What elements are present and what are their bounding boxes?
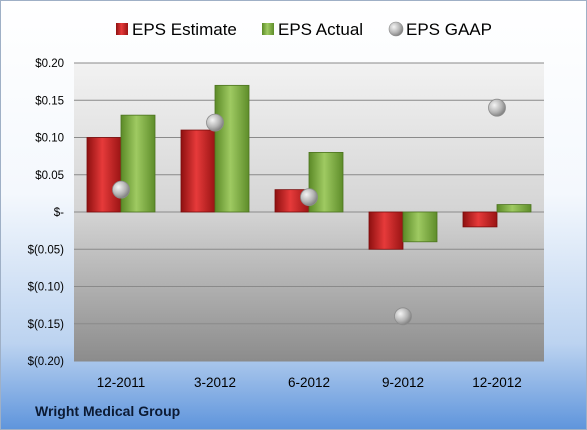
x-category-label: 12-2011: [97, 375, 146, 390]
actual-bar: [214, 84, 250, 213]
actual-bar: [120, 114, 156, 213]
gaap-points: [112, 98, 506, 326]
x-category-label: 9-2012: [382, 375, 424, 390]
company-label: Wright Medical Group: [35, 403, 181, 419]
gaap-point: [488, 98, 506, 117]
y-tick-label: $-: [54, 207, 64, 219]
gaap-point: [112, 180, 130, 199]
x-category-label: 3-2012: [194, 375, 236, 390]
y-tick-label: $(0.20): [28, 356, 65, 368]
actual-bar: [402, 211, 438, 243]
x-category-label: 6-2012: [288, 375, 330, 390]
y-tick-label: $(0.15): [28, 319, 65, 331]
y-axis-ticks: $0.20 $0.15 $0.10 $0.05 $- $(0.05) $(0.10) $(0.…: [28, 58, 65, 368]
legend-label: EPS GAAP: [406, 20, 492, 39]
legend-swatch: [388, 21, 404, 37]
estimate-bar: [86, 137, 122, 213]
estimate-bar: [368, 211, 404, 250]
estimate-bar: [462, 211, 498, 228]
y-tick-label: $0.10: [35, 133, 64, 145]
gaap-point: [206, 113, 224, 132]
x-axis-categories: 12-2011 3-2012 6-2012 9-2012 12-2012: [97, 375, 522, 390]
y-tick-label: $(0.10): [28, 282, 65, 294]
actual-bar: [496, 204, 532, 213]
estimate-bar: [180, 129, 216, 213]
legend-label: EPS Actual: [278, 20, 363, 39]
y-tick-label: $0.20: [35, 58, 64, 70]
legend-swatch: [262, 23, 274, 35]
gaap-point: [394, 307, 412, 326]
y-tick-label: $0.05: [35, 170, 64, 182]
x-category-label: 12-2012: [472, 375, 522, 390]
y-tick-label: $(0.05): [28, 244, 65, 256]
gaap-point: [300, 188, 318, 207]
legend-swatch: [116, 23, 128, 35]
legend: EPS Estimate EPS Actual EPS GAAP: [116, 20, 492, 39]
y-tick-label: $0.15: [35, 95, 64, 107]
legend-label: EPS Estimate: [132, 20, 237, 39]
